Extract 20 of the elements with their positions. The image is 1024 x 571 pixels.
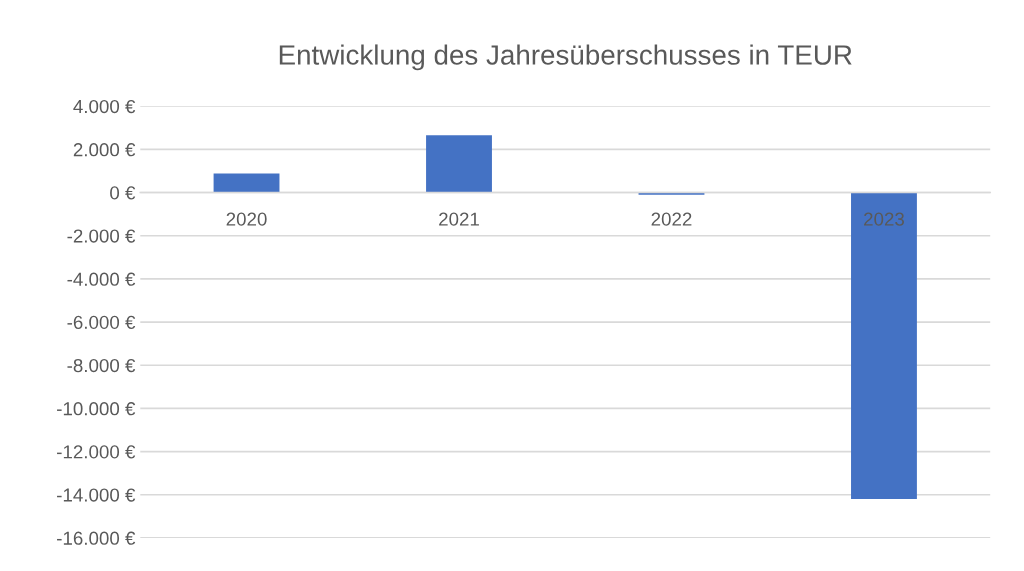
chart-title: Entwicklung des Jahresüberschusses in TEUR: [279, 44, 852, 71]
bar: [426, 135, 492, 193]
x-tick-label: 2023: [864, 212, 904, 226]
bar: [213, 173, 280, 193]
y-tick-label: 2.000 €: [73, 143, 136, 157]
y-tick-label: -6.000 €: [67, 315, 136, 330]
y-tick-label: -16.000 €: [57, 531, 136, 545]
x-tick-label: 2022: [651, 212, 692, 226]
y-tick-label: -8.000 €: [67, 358, 136, 373]
bar: [638, 192, 705, 195]
y-tick-label: -4.000 €: [67, 272, 136, 286]
bar: [851, 192, 917, 500]
x-tick-label: 2021: [439, 212, 479, 226]
y-tick-label: -2.000 €: [67, 229, 136, 243]
y-tick-label: -12.000 €: [57, 445, 136, 459]
y-tick-label: 4.000 €: [73, 99, 136, 114]
y-tick-label: 0 €: [110, 186, 136, 200]
x-tick-label: 2020: [226, 212, 267, 226]
y-tick-label: -10.000 €: [57, 402, 136, 416]
y-tick-label: -14.000 €: [57, 488, 136, 502]
